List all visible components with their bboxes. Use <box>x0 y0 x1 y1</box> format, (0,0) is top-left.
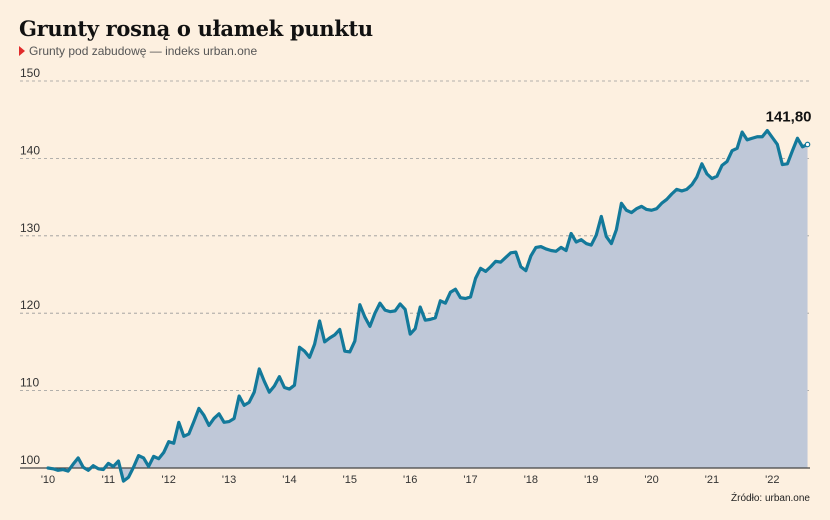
y-tick-label: 100 <box>20 453 40 467</box>
y-tick-label: 150 <box>20 66 40 80</box>
x-tick-label: '18 <box>524 474 538 486</box>
x-tick-label: '15 <box>343 474 357 486</box>
area-fill <box>48 130 808 482</box>
x-tick-label: '12 <box>162 474 176 486</box>
y-tick-label: 120 <box>20 298 40 312</box>
x-tick-label: '13 <box>222 474 236 486</box>
x-tick-label: '11 <box>102 474 116 486</box>
source-label: Źródło: urban.one <box>731 493 810 504</box>
series-line <box>46 128 810 483</box>
x-tick-label: '20 <box>644 474 658 486</box>
x-tick-label: '21 <box>705 474 719 486</box>
end-value-label: 141,80 <box>766 108 812 125</box>
y-tick-label: 130 <box>20 221 40 235</box>
chart-title: Grunty rosną o ułamek punktu <box>19 16 373 41</box>
end-point-marker <box>804 141 811 148</box>
red-triangle-marker-icon <box>19 46 25 56</box>
x-tick-label: '10 <box>41 474 55 486</box>
x-tick-label: '19 <box>584 474 598 486</box>
chart-subtitle: Grunty pod zabudowę — indeks urban.one <box>19 44 257 58</box>
y-tick-label: 110 <box>20 376 39 390</box>
x-tick-label: '17 <box>463 474 477 486</box>
x-tick-label: '14 <box>282 474 296 486</box>
x-tick-label: '22 <box>765 474 779 486</box>
y-tick-label: 140 <box>20 143 40 157</box>
x-tick-label: '16 <box>403 474 417 486</box>
subtitle-text: Grunty pod zabudowę — indeks urban.one <box>29 44 258 58</box>
